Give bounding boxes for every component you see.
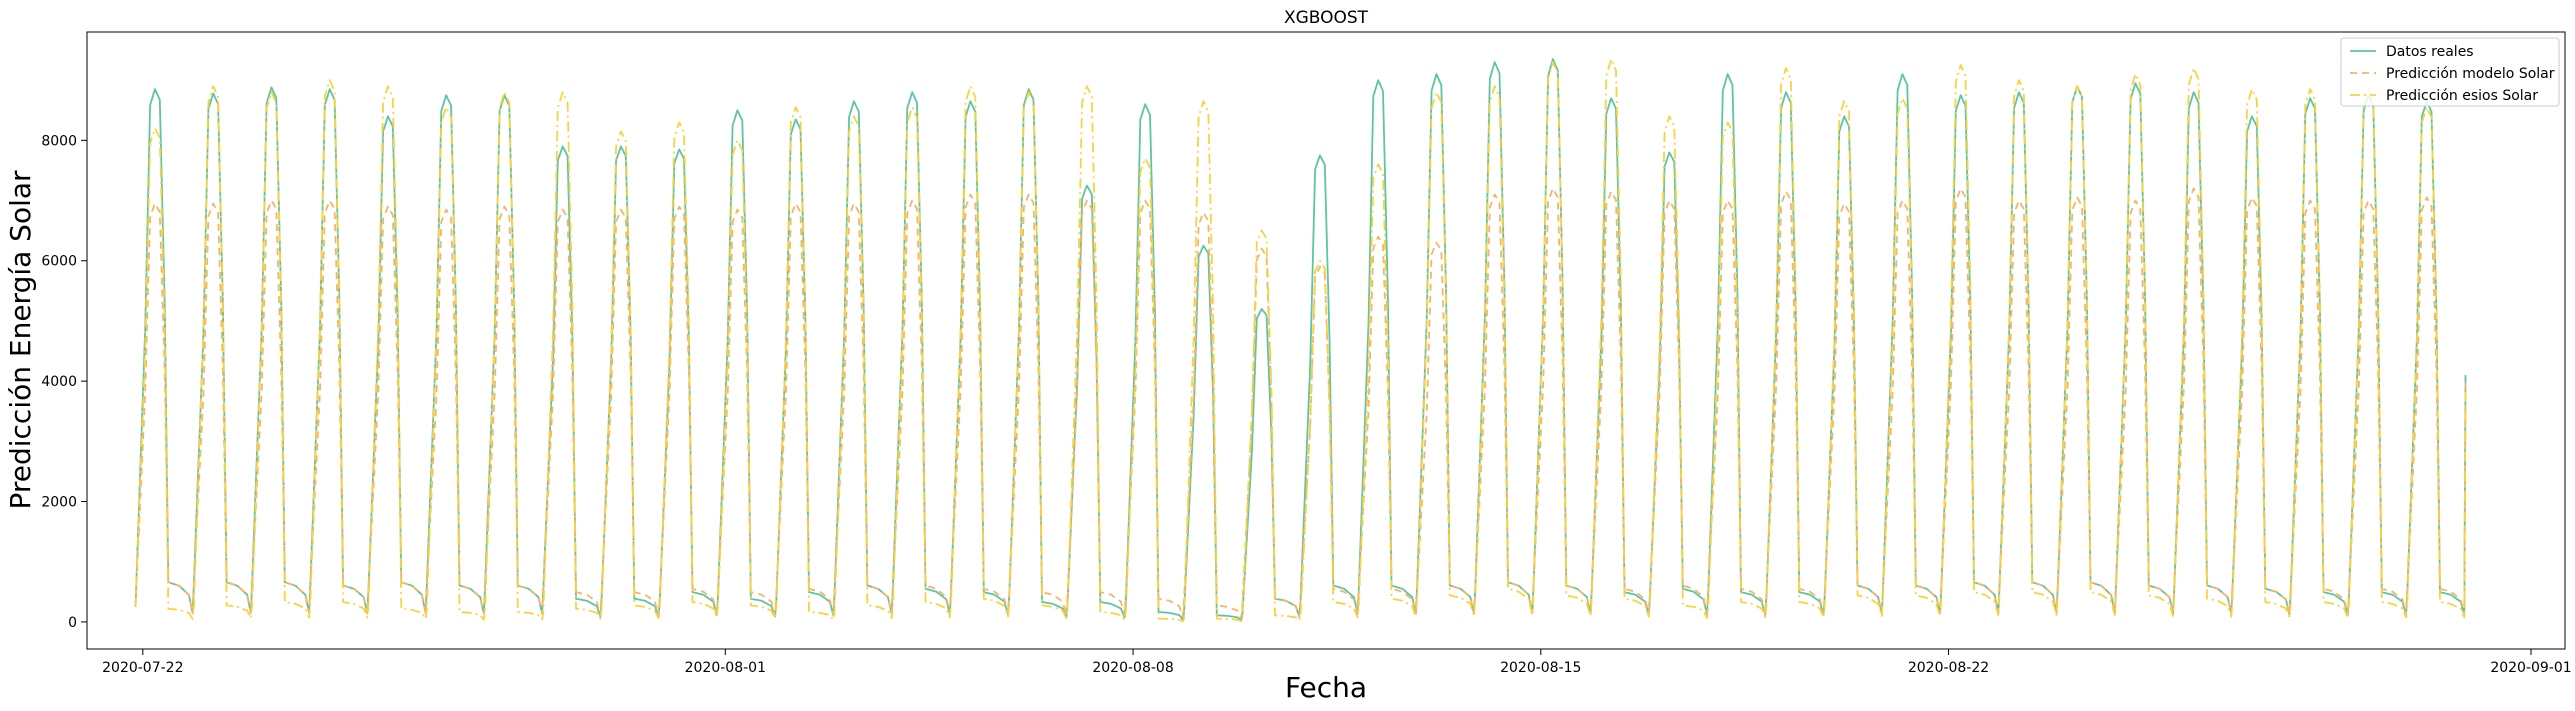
series-lines	[134, 58, 2467, 623]
axis-ticks: 2020-07-22 2020-08-01 2020-08-08 2020-08-15…	[41, 133, 2571, 676]
plot-frame	[86, 31, 2566, 650]
legend-label-prediccion-modelo: Predicción modelo Solar	[2386, 66, 2555, 82]
y-tick-label: 0	[68, 615, 77, 631]
x-tick-label: 2020-07-22	[102, 660, 183, 676]
y-tick-label: 8000	[41, 133, 77, 149]
y-tick-label: 4000	[41, 374, 77, 390]
x-tick-label: 2020-08-01	[685, 660, 766, 676]
legend-box	[2340, 37, 2560, 107]
series-line-1	[134, 187, 2467, 619]
x-tick-label: 2020-08-15	[1500, 660, 1581, 676]
chart-title: XGBOOST	[1284, 8, 1369, 28]
x-tick-label: 2020-08-08	[1092, 660, 1173, 676]
x-tick-label: 2020-09-01	[2490, 660, 2571, 676]
legend-label-datos-reales: Datos reales	[2386, 44, 2474, 60]
legend-label-prediccion-esios: Predicción esios Solar	[2386, 88, 2538, 104]
series-line-2	[134, 58, 2467, 623]
y-tick-label: 6000	[41, 254, 77, 270]
y-axis-title: Predicción Energía Solar	[4, 170, 37, 510]
series-line-0	[134, 58, 2467, 622]
y-tick-label: 2000	[41, 495, 77, 511]
x-axis-title: Fecha	[1285, 671, 1367, 704]
legend: Datos reales Predicción modelo Solar Pre…	[2340, 37, 2560, 107]
x-tick-label: 2020-08-22	[1908, 660, 1989, 676]
